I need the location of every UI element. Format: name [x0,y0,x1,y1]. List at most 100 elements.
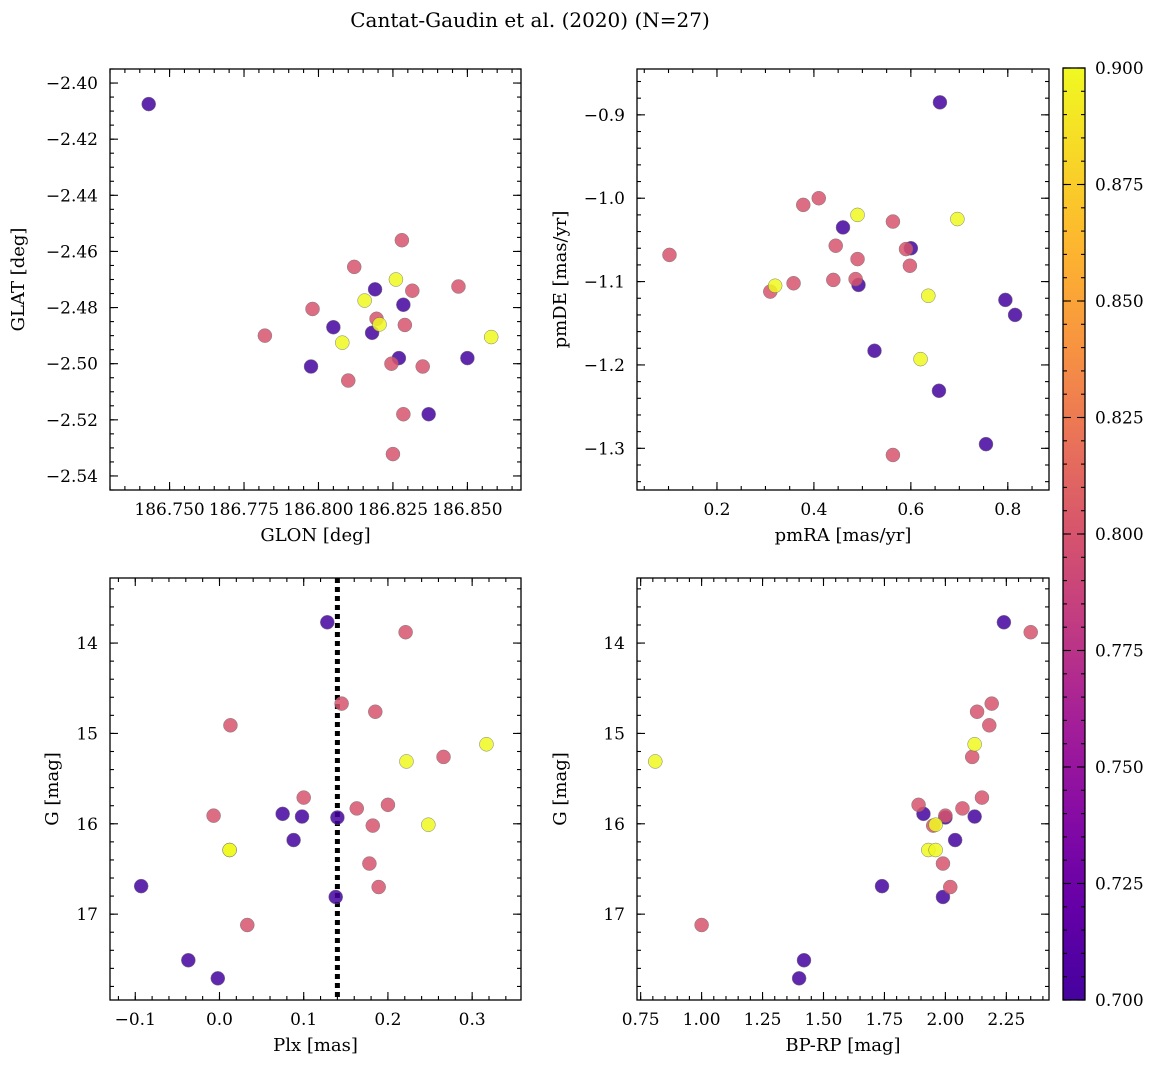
data-point [767,278,783,294]
data-point [947,832,963,848]
data-point [320,615,335,630]
y-axis-label: G [mag] [42,752,63,825]
data-point [397,317,413,333]
data-point [334,696,349,711]
data-point [978,436,994,452]
data-point [974,790,990,805]
panel-plx-g: −0.1 0.0 0.1 0.2 0.3 14 15 16 17 Plx [mas] G [mag] [42,577,522,1056]
panel-glon-glat: 186.750 186.775 186.800 186.825 186.850 −2.54… [8,68,522,546]
data-point [848,271,863,287]
data-point [932,95,948,110]
colorbar-tick-label: 0.850 [1095,292,1144,312]
data-point [943,879,958,895]
data-point [791,971,807,986]
data-point [240,917,255,933]
x-tick-label: 0.4 [800,500,827,520]
data-point [181,952,196,968]
colorbar-tick-label: 0.775 [1095,642,1144,662]
colorbar-tick-label: 0.800 [1095,525,1144,545]
data-point [964,749,980,765]
y-tick-label: 14 [603,634,625,654]
data-point [996,615,1012,630]
y-tick-label: 15 [603,724,625,744]
y-tick-label: 16 [76,815,98,835]
data-point [928,842,943,858]
data-point [938,808,953,823]
data-point [222,842,237,858]
data-point [210,971,226,986]
data-point [405,283,420,298]
data-point [885,447,901,463]
panel-bprp-g: 0.75 1.00 1.25 1.50 1.75 2.00 2.25 14 15 16 17 BP-R… [550,577,1050,1056]
data-point [796,197,811,213]
y-tick-label: −2.46 [46,242,98,262]
data-point [371,879,386,895]
x-tick-label: −0.1 [115,1010,156,1030]
data-point [982,718,997,733]
x-tick-label: 186.825 [358,500,428,520]
x-tick-label: 0.8 [994,500,1021,520]
data-point [223,718,238,733]
x-tick-label: 0.2 [703,500,730,520]
data-point [874,878,890,894]
plot-frame [109,577,522,1001]
y-tick-label: −2.40 [46,74,98,94]
x-tick-label: 1.25 [744,1010,782,1030]
x-tick-label: 0.2 [374,1010,401,1030]
data-point [460,350,475,366]
data-point [913,351,928,367]
data-point [396,406,411,422]
y-tick-label: −1.2 [584,356,625,376]
x-tick-label: 186.850 [432,500,502,520]
data-point [955,801,970,816]
y-axis-label: GLAT [deg] [8,228,29,332]
data-point [346,259,362,275]
data-point [394,232,410,248]
data-point [341,373,356,388]
data-point [367,282,383,297]
data-point [399,754,414,769]
x-tick-label: 1.00 [683,1010,721,1030]
data-point [330,810,345,825]
data-point [335,335,350,350]
x-tick-label: 2.25 [987,1010,1025,1030]
data-point [365,818,381,833]
data-point [950,211,965,227]
y-tick-label: −2.42 [46,130,98,150]
y-axis-label: pmDE [mas/yr] [550,211,571,349]
data-point [305,301,320,317]
data-point [421,817,436,832]
data-point [967,809,982,824]
data-point [935,889,951,905]
x-tick-label: 2.00 [926,1010,964,1030]
data-point [362,856,377,871]
data-point [898,241,914,257]
data-point [385,446,401,462]
data-point [206,808,221,823]
data-point [998,292,1013,308]
data-point [694,917,709,933]
data-point [286,832,301,848]
x-tick-label: 186.775 [209,500,279,520]
colorbar-tick-label: 0.750 [1095,758,1144,778]
y-tick-label: −2.50 [46,355,98,375]
plot-frame [636,68,1050,491]
data-point [415,359,430,374]
plot-frame [636,577,1050,1001]
data-point [421,406,436,422]
data-point [1023,624,1038,640]
x-tick-label: 186.750 [134,500,204,520]
data-point [969,704,985,719]
data-point [275,806,290,822]
data-point [826,272,841,288]
data-point [902,258,918,273]
data-point [349,801,365,816]
y-tick-label: −1.3 [584,439,625,459]
data-point [141,96,156,112]
data-point [328,889,343,905]
y-tick-label: 17 [603,905,625,925]
x-tick-label: 0.3 [459,1010,486,1030]
x-tick-label: 1.75 [866,1010,904,1030]
data-point [850,251,865,267]
